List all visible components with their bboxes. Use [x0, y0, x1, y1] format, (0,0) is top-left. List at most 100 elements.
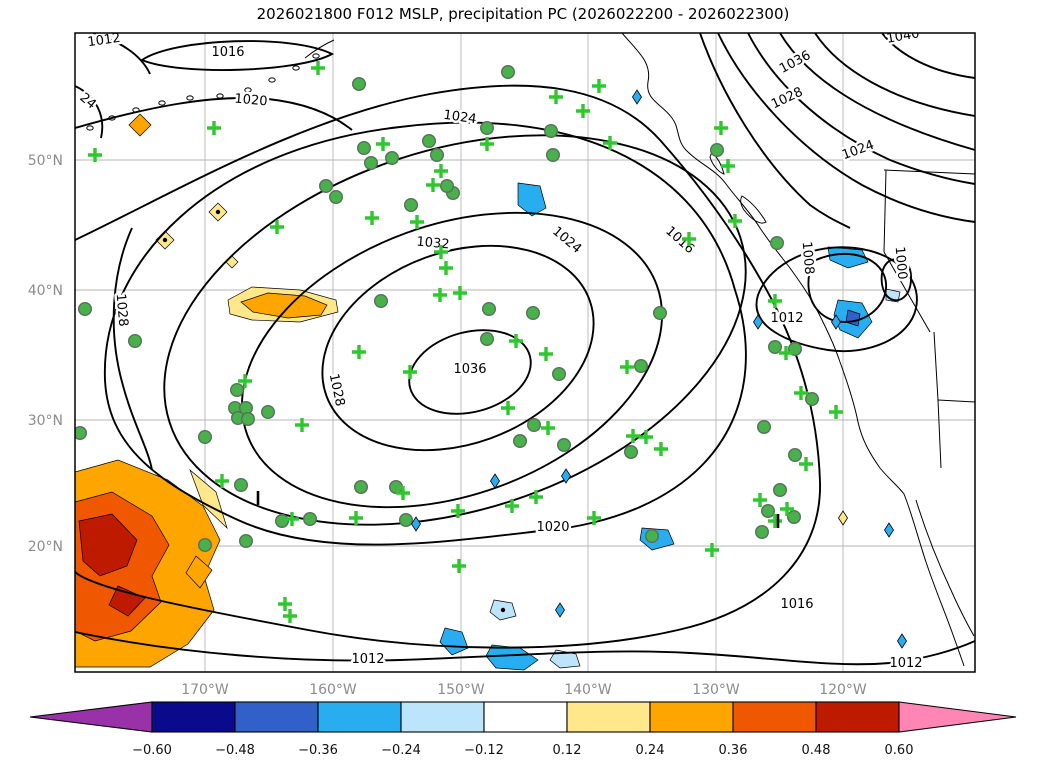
lon-tick-label: 140°W: [564, 682, 612, 698]
colorbar-segment: [732, 701, 817, 733]
blue-diamond-marker: [831, 314, 841, 330]
station-plus-marker: [207, 121, 221, 135]
station-plus-marker: [768, 514, 782, 528]
contour-label: 24: [77, 90, 99, 112]
station-plus-marker: [88, 148, 102, 162]
isobar-1036: [814, 33, 975, 117]
station-circle-marker: [238, 534, 253, 549]
precip-anomaly-patch: [439, 627, 469, 656]
colorbar-segment: [317, 701, 402, 733]
station-plus-marker: [452, 559, 466, 573]
plot-border: [74, 32, 976, 673]
station-plus-marker: [376, 137, 390, 151]
island-mark: [244, 87, 252, 93]
isobar-1036: [408, 329, 532, 415]
station-circle-marker: [197, 538, 212, 553]
coastline-path: [740, 195, 767, 224]
colorbar-tick-label: 0.48: [802, 743, 831, 758]
coastline-path: [883, 169, 887, 253]
station-plus-marker: [365, 211, 379, 225]
station-circle-marker: [374, 294, 389, 309]
colorbar-segment: [151, 701, 236, 733]
station-plus-marker: [278, 597, 292, 611]
station-circle-marker: [770, 235, 785, 250]
station-plus-marker: [439, 261, 453, 275]
station-circle-marker: [354, 480, 369, 495]
station-markers-layer: [75, 61, 907, 649]
station-plus-marker: [433, 288, 447, 302]
station-circle-marker: [482, 302, 497, 317]
precip-anomaly-patch: [128, 113, 152, 137]
station-circle-marker: [430, 147, 445, 162]
coastline-path: [937, 399, 975, 403]
isobar-1012: [75, 631, 975, 666]
lat-tick-label: 30°N: [28, 413, 63, 429]
colorbar-segment: [649, 701, 734, 733]
colorbar-tick-label: −0.36: [298, 743, 338, 758]
lon-tick-label: 160°W: [309, 682, 357, 698]
station-circle-marker: [768, 340, 783, 355]
station-circle-marker: [404, 197, 419, 212]
station-plus-marker: [705, 543, 719, 557]
station-plus-marker: [654, 442, 668, 456]
isobar-1020: [75, 97, 353, 131]
coastline-path: [709, 151, 725, 175]
station-plus-marker: [451, 504, 465, 518]
station-plus-marker: [603, 136, 617, 150]
black-dot-marker: [162, 237, 168, 243]
station-plus-marker: [238, 374, 252, 388]
colorbar-under-arrow: [29, 701, 153, 733]
contour-label: 1016: [780, 597, 813, 612]
station-plus-marker: [501, 401, 515, 415]
contour-label: 1020: [234, 92, 268, 110]
colorbar-tick-label: 0.36: [719, 743, 748, 758]
isobar-1016: [139, 40, 335, 71]
station-plus-marker: [682, 232, 696, 246]
contour-label: 1016: [211, 45, 244, 60]
station-plus-marker: [410, 215, 424, 229]
station-plus-marker: [270, 220, 284, 234]
island-mark: [292, 65, 300, 71]
blue-diamond-marker: [632, 89, 642, 105]
colorbar-tick-label: −0.12: [464, 743, 504, 758]
station-circle-marker: [527, 418, 542, 433]
station-circle-marker: [261, 405, 276, 420]
station-plus-marker: [639, 430, 653, 444]
blue-diamond-marker: [884, 522, 894, 538]
station-plus-marker: [587, 511, 601, 525]
black-dot-marker: [500, 607, 506, 613]
station-circle-marker: [233, 478, 248, 493]
precip-anomaly-patch: [78, 513, 138, 577]
station-circle-marker: [761, 504, 776, 519]
station-circle-marker: [805, 392, 820, 407]
blue-diamond-marker: [561, 468, 571, 484]
colorbar-tick-label: 0.24: [636, 743, 665, 758]
contour-label: 1012: [351, 652, 384, 667]
station-circle-marker: [364, 155, 379, 170]
station-plus-marker: [753, 493, 767, 507]
coastline-path: [883, 169, 975, 175]
station-plus-marker: [799, 457, 813, 471]
island-mark: [312, 53, 320, 59]
isobar-1028: [112, 227, 153, 471]
coastline-path: [304, 39, 335, 59]
station-plus-marker: [779, 346, 793, 360]
station-circle-marker: [787, 510, 802, 525]
precip-anomaly-patches-layer: [75, 113, 901, 671]
station-plus-marker: [768, 294, 782, 308]
station-plus-marker: [285, 512, 299, 526]
colorbar-segment: [483, 701, 568, 733]
station-plus-marker: [352, 345, 366, 359]
blue-diamond-marker: [411, 516, 421, 532]
contour-label: 1028: [113, 293, 131, 327]
yellow-diamond-marker: [838, 510, 848, 526]
station-plus-marker: [829, 405, 843, 419]
station-plus-marker: [434, 164, 448, 178]
station-circle-marker: [634, 359, 649, 374]
station-circle-marker: [197, 430, 212, 445]
station-circle-marker: [275, 514, 290, 529]
island-mark: [216, 93, 224, 99]
station-plus-marker: [295, 418, 309, 432]
contour-label: 1020: [536, 520, 569, 535]
station-plus-marker: [714, 121, 728, 135]
